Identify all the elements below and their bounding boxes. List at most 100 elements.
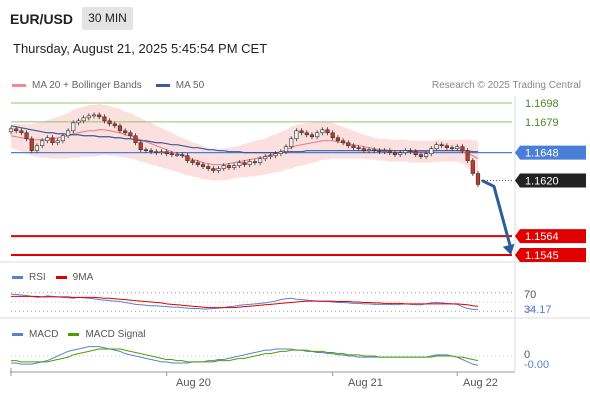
legend-item-ma50: MA 50 bbox=[155, 80, 205, 91]
candle-down bbox=[330, 132, 335, 139]
candle-down bbox=[465, 150, 470, 161]
x-tick-label-aug20: Aug 20 bbox=[176, 377, 211, 389]
timestamp: Thursday, August 21, 2025 5:45:54 PM CET bbox=[13, 41, 268, 56]
candle-up bbox=[60, 135, 65, 142]
legend-label-ma50: MA 50 bbox=[175, 80, 205, 91]
candle-up bbox=[283, 146, 289, 152]
candle-up bbox=[289, 138, 294, 147]
legend-item-macd: MACD bbox=[12, 329, 58, 340]
candle-up bbox=[81, 117, 86, 122]
legend-label-macd-signal: MACD Signal bbox=[85, 329, 146, 340]
candle-down bbox=[449, 147, 455, 149]
candle-down bbox=[128, 132, 133, 137]
candle-down bbox=[211, 168, 216, 171]
credit-text: Research © 2025 Trading Central bbox=[431, 80, 581, 91]
candle-down bbox=[19, 130, 24, 134]
legend-label-ma20: MA 20 + Bollinger Bands bbox=[32, 80, 142, 91]
candle-down bbox=[102, 116, 107, 122]
legend-swatch-ma20 bbox=[12, 84, 26, 87]
candle-down bbox=[180, 154, 185, 156]
candle-down bbox=[392, 152, 398, 155]
candle-down bbox=[149, 150, 154, 152]
candle-down bbox=[325, 129, 330, 134]
candle-down bbox=[138, 142, 143, 150]
candle-up bbox=[45, 137, 50, 142]
candle-down bbox=[361, 148, 366, 151]
legend-item-rsi: RSI bbox=[12, 272, 46, 283]
candle-down bbox=[24, 132, 29, 140]
candle-up bbox=[294, 130, 299, 140]
candle-up bbox=[221, 165, 226, 169]
level-badge-1-1564 bbox=[515, 229, 586, 244]
forecast-arrow-head bbox=[502, 243, 515, 256]
forecast-arrow-line bbox=[481, 179, 513, 250]
bollinger-band bbox=[11, 103, 478, 181]
candle-up bbox=[398, 152, 403, 155]
rsi-line bbox=[10, 293, 478, 310]
candle-down bbox=[299, 130, 304, 134]
candle-down bbox=[413, 151, 418, 155]
candle-up bbox=[268, 155, 273, 157]
level-badge-text-1-1620: 1.1620 bbox=[525, 175, 559, 187]
rsi-ma-line bbox=[11, 295, 479, 309]
candle-up bbox=[278, 151, 283, 154]
legend-swatch-rsi bbox=[12, 276, 23, 279]
candle-up bbox=[216, 168, 221, 171]
candle-up bbox=[174, 154, 180, 156]
candle-down bbox=[112, 123, 117, 127]
legend-swatch-macd-signal bbox=[68, 333, 80, 336]
legend-label-rsi: RSI bbox=[29, 272, 46, 283]
candle-up bbox=[91, 114, 97, 117]
legend-label-rsi-ma: 9MA bbox=[72, 272, 94, 283]
candle-down bbox=[200, 164, 206, 167]
candle-down bbox=[372, 149, 377, 151]
candle-down bbox=[444, 145, 449, 148]
candle-up bbox=[247, 161, 252, 165]
candle-down bbox=[387, 150, 392, 153]
level-badge-1-1545 bbox=[515, 248, 586, 263]
candle-down bbox=[195, 162, 200, 165]
candle-down bbox=[418, 154, 424, 157]
level-badge-1-1648 bbox=[515, 145, 586, 160]
candle-down bbox=[475, 173, 481, 185]
candle-down bbox=[351, 145, 356, 148]
candle-up bbox=[40, 140, 45, 147]
candle-down bbox=[460, 146, 465, 151]
candle-down bbox=[252, 161, 257, 163]
legend-swatch-rsi-ma bbox=[55, 276, 67, 279]
macd-legend: MACD MACD Signal bbox=[12, 329, 155, 340]
symbol-title: EUR/USD bbox=[10, 11, 74, 27]
candle-up bbox=[232, 165, 237, 168]
candle-up bbox=[65, 130, 71, 137]
candle-up bbox=[382, 150, 387, 152]
legend-swatch-ma50 bbox=[155, 84, 170, 87]
candle-up bbox=[159, 151, 164, 153]
legend-label-macd: MACD bbox=[29, 329, 59, 340]
candle-up bbox=[424, 153, 429, 157]
candle-down bbox=[14, 128, 19, 132]
candle-down bbox=[439, 144, 444, 147]
level-badge-1-1620 bbox=[515, 173, 586, 188]
rsi-level-70: 70 bbox=[524, 289, 537, 301]
price-legend: MA 20 + Bollinger Bands MA 50 bbox=[12, 80, 218, 91]
candle-down bbox=[185, 155, 190, 161]
candle-down bbox=[154, 151, 159, 153]
level-label-1-1698: 1.1698 bbox=[525, 98, 559, 110]
candle-up bbox=[320, 129, 325, 134]
macd-zero-label: 0 bbox=[524, 349, 531, 361]
candle-up bbox=[455, 146, 460, 149]
legend-item-ma20: MA 20 + Bollinger Bands bbox=[12, 80, 142, 91]
x-tick-label-aug22: Aug 22 bbox=[463, 377, 498, 389]
level-label-1-1679: 1.1679 bbox=[525, 117, 559, 129]
candle-down bbox=[107, 120, 112, 125]
candle-down bbox=[470, 160, 475, 174]
interval-button[interactable]: 30 MIN bbox=[82, 7, 133, 30]
candle-down bbox=[143, 149, 149, 151]
candle-down bbox=[309, 134, 315, 138]
candle-down bbox=[356, 147, 361, 149]
legend-item-macd-signal: MACD Signal bbox=[68, 329, 145, 340]
level-badge-text-1-1564: 1.1564 bbox=[525, 231, 559, 243]
rsi-current-value: 34.17 bbox=[524, 304, 552, 316]
candle-up bbox=[315, 132, 320, 138]
